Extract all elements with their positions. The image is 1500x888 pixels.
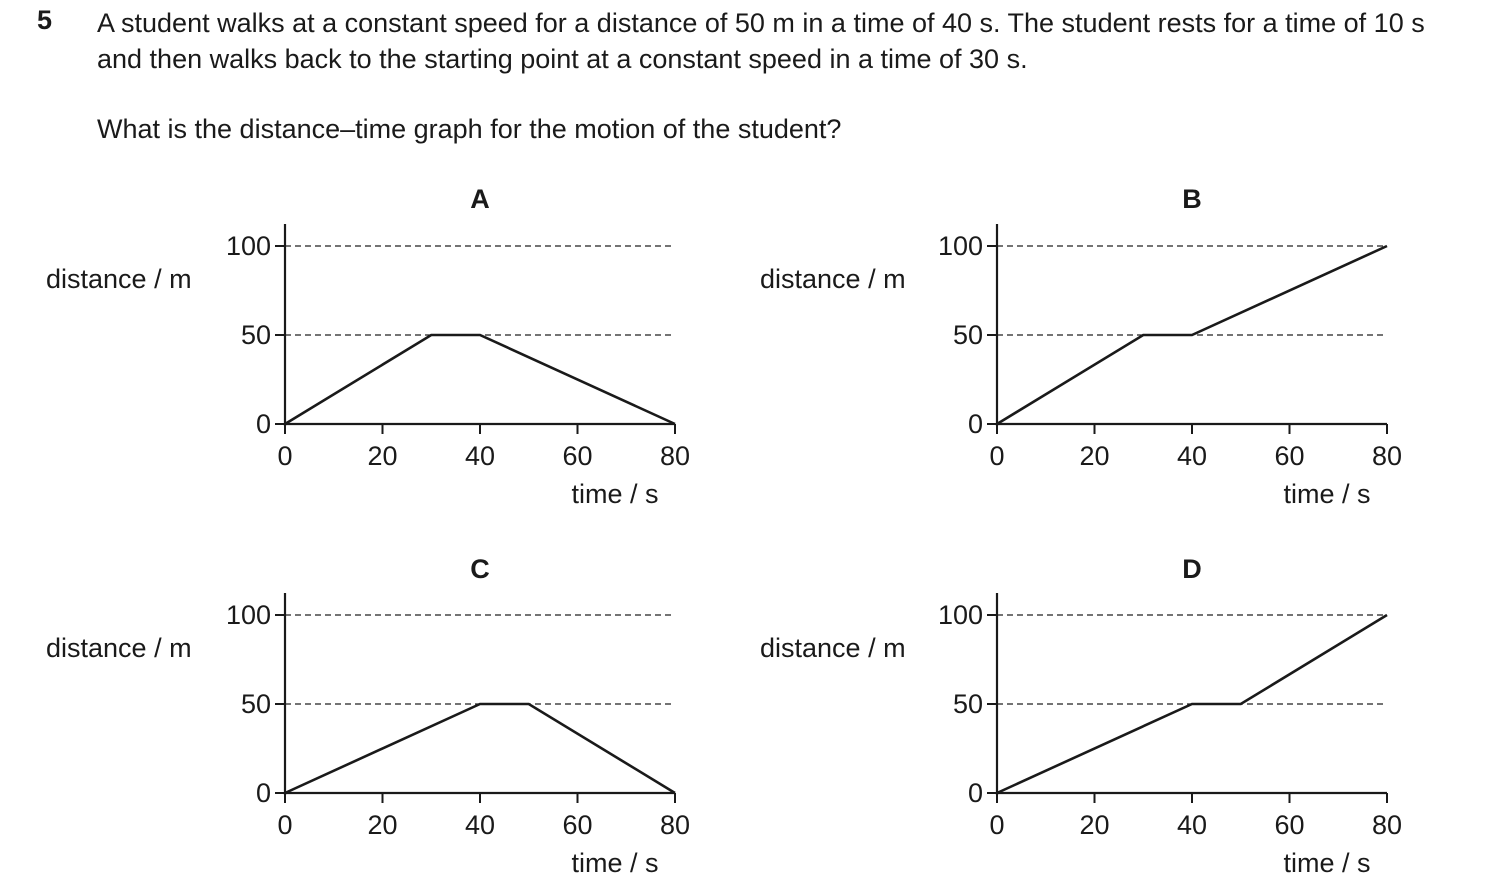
question-number: 5 xyxy=(37,5,53,35)
x-tick-label: 20 xyxy=(367,441,397,471)
x-axis-title: time / s xyxy=(571,848,658,878)
y-tick-label: 100 xyxy=(938,231,983,261)
y-tick-label: 100 xyxy=(226,600,271,630)
x-tick-label: 40 xyxy=(1177,441,1207,471)
y-tick-label: 0 xyxy=(968,409,983,439)
x-tick-label: 60 xyxy=(1274,441,1304,471)
x-tick-label: 40 xyxy=(1177,810,1207,840)
chart-label-d: D xyxy=(1182,554,1202,584)
question-text: A student walks at a constant speed for … xyxy=(97,8,1425,74)
x-tick-label: 40 xyxy=(465,810,495,840)
x-axis-title: time / s xyxy=(571,479,658,509)
x-tick-label: 60 xyxy=(1274,810,1304,840)
x-tick-label: 0 xyxy=(989,441,1004,471)
x-tick-label: 80 xyxy=(1372,810,1402,840)
y-tick-label: 0 xyxy=(256,409,271,439)
x-tick-label: 80 xyxy=(660,810,690,840)
chart-label-b: B xyxy=(1182,184,1202,214)
y-tick-label: 0 xyxy=(256,778,271,808)
x-tick-label: 40 xyxy=(465,441,495,471)
x-tick-label: 0 xyxy=(277,441,292,471)
y-axis-title: distance / m xyxy=(760,633,906,663)
data-line xyxy=(996,613,1388,795)
data-line xyxy=(284,333,676,426)
data-line xyxy=(284,702,676,795)
x-tick-label: 80 xyxy=(660,441,690,471)
chart-label-c: C xyxy=(470,554,490,584)
x-tick-label: 20 xyxy=(367,810,397,840)
x-axis-title: time / s xyxy=(1283,848,1370,878)
x-tick-label: 0 xyxy=(277,810,292,840)
y-tick-label: 0 xyxy=(968,778,983,808)
y-axis-title: distance / m xyxy=(46,264,192,294)
x-tick-label: 20 xyxy=(1079,810,1109,840)
y-axis-title: distance / m xyxy=(46,633,192,663)
x-tick-label: 60 xyxy=(562,441,592,471)
chart-label-a: A xyxy=(470,184,490,214)
y-tick-label: 50 xyxy=(241,689,271,719)
x-axis-title: time / s xyxy=(1283,479,1370,509)
y-tick-label: 50 xyxy=(953,689,983,719)
x-tick-label: 0 xyxy=(989,810,1004,840)
y-tick-label: 50 xyxy=(241,320,271,350)
question-prompt: What is the distance–time graph for the … xyxy=(97,114,842,144)
x-tick-label: 80 xyxy=(1372,441,1402,471)
y-tick-label: 100 xyxy=(226,231,271,261)
x-tick-label: 60 xyxy=(562,810,592,840)
x-tick-label: 20 xyxy=(1079,441,1109,471)
y-tick-label: 100 xyxy=(938,600,983,630)
y-axis-title: distance / m xyxy=(760,264,906,294)
data-line xyxy=(996,244,1388,426)
y-tick-label: 50 xyxy=(953,320,983,350)
